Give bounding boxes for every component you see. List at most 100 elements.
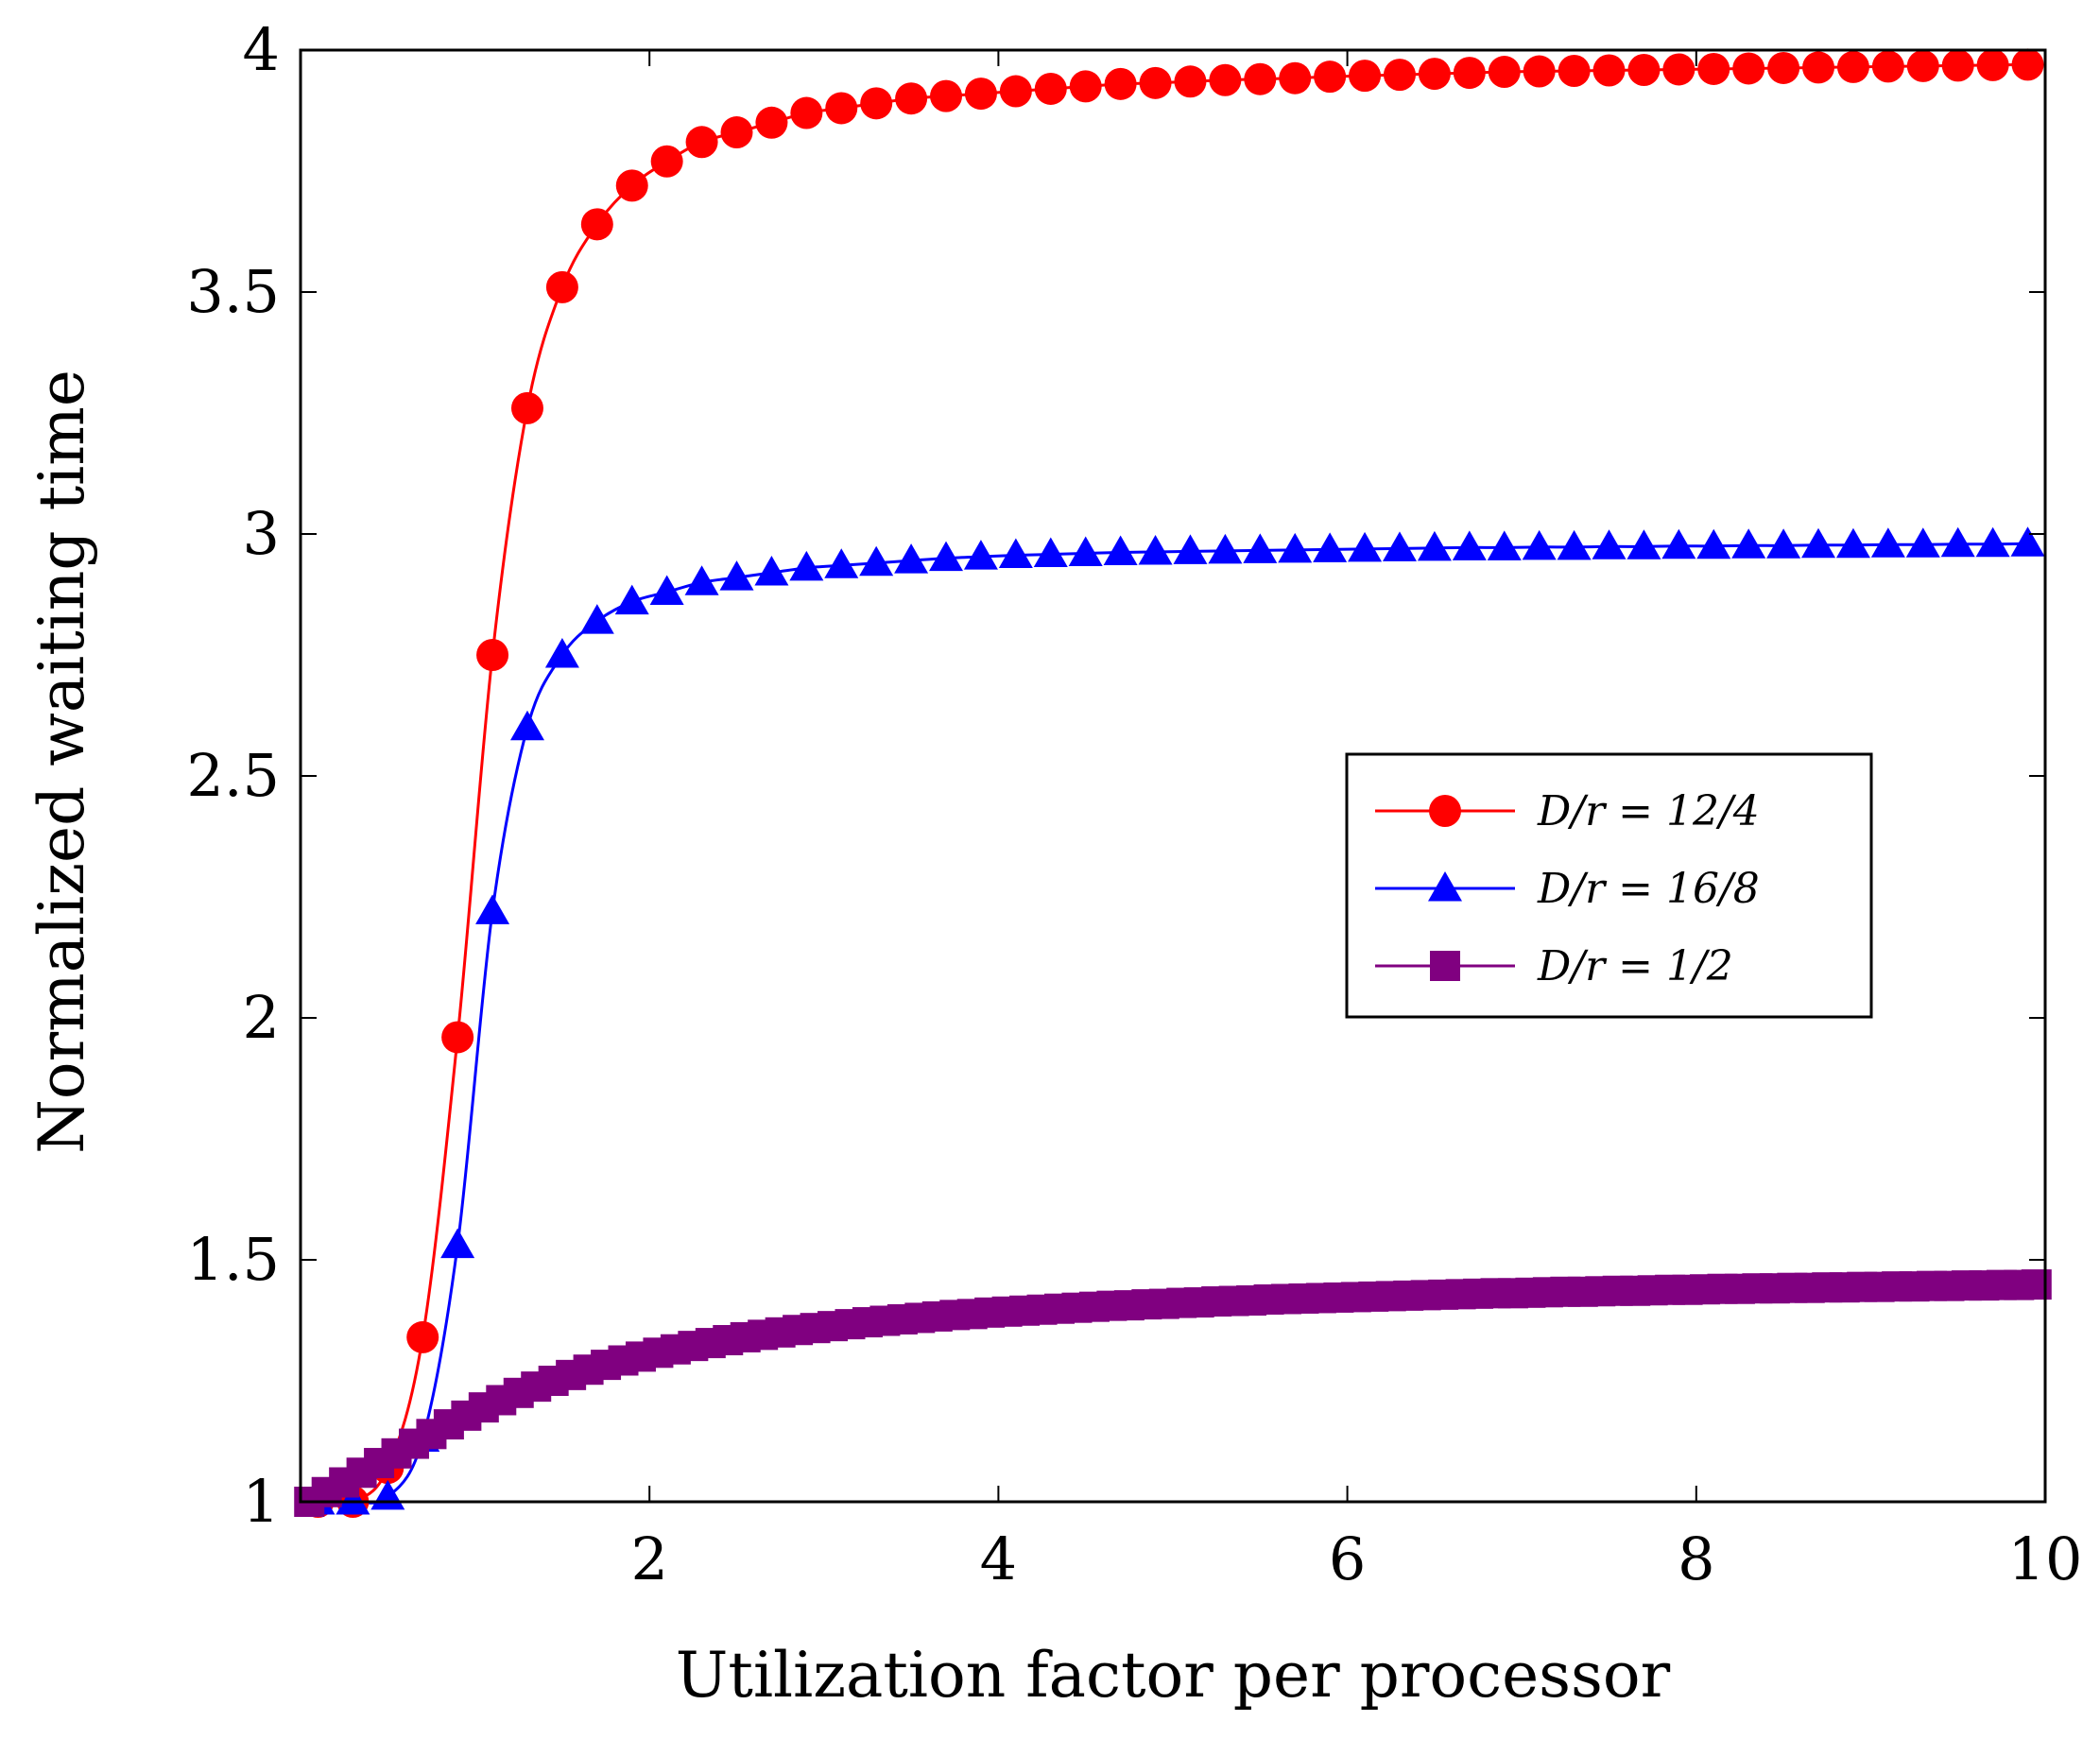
- series-2-point: [929, 541, 964, 572]
- series-1-point: [720, 116, 753, 149]
- legend-label-1: D/r = 12/4: [1537, 787, 1760, 835]
- legend-marker-1: [1429, 795, 1461, 827]
- y-tick-label: 1: [243, 1467, 280, 1536]
- series-2-point: [963, 540, 998, 570]
- series-2-point: [1243, 533, 1278, 563]
- series-1-point: [999, 75, 1032, 108]
- series-1-point: [1244, 62, 1277, 95]
- x-tick-label: 2: [630, 1524, 667, 1593]
- series-2-point: [894, 543, 929, 574]
- series-1-point: [1314, 60, 1347, 94]
- series-2-point: [1557, 529, 1592, 560]
- series-1-point: [1523, 55, 1556, 88]
- series-2-point: [1940, 526, 1975, 558]
- series-1-point: [1139, 66, 1172, 99]
- series-2-point: [614, 584, 649, 615]
- series-1-point: [930, 79, 963, 112]
- series-1-point: [650, 145, 683, 178]
- series-1-point: [1976, 48, 2009, 81]
- series-2-point: [1068, 536, 1103, 566]
- series-2-point: [824, 548, 859, 578]
- legend-marker-3: [1430, 951, 1460, 981]
- series-1-point: [545, 270, 578, 303]
- series-2-point: [1766, 528, 1801, 559]
- tick-labels: 2 4 6 8 10 1 1.5 2 2.5 3 3.5 4: [186, 15, 2082, 1593]
- series-2-point: [579, 604, 614, 634]
- series-1-point: [1558, 55, 1591, 88]
- series-1-point: [510, 391, 543, 424]
- series-2-point: [1382, 531, 1417, 561]
- series-1-point: [1941, 49, 1974, 82]
- series-2-point: [649, 575, 684, 605]
- series-2-point: [1801, 527, 1836, 559]
- y-tick-label: 2: [243, 983, 280, 1052]
- series-1-point: [476, 639, 509, 671]
- series-1-point: [1767, 51, 1800, 84]
- y-tick-label: 1.5: [186, 1225, 280, 1294]
- series-2-point: [1592, 529, 1627, 560]
- series-2-point: [1661, 528, 1696, 560]
- legend-label-2: D/r = 16/8: [1537, 865, 1760, 913]
- series-2-point: [1173, 534, 1208, 564]
- series-1-point: [580, 208, 613, 241]
- series-1-point: [2011, 48, 2044, 81]
- legend-label-3: D/r = 1/2: [1537, 942, 1733, 990]
- series-2-point: [1452, 530, 1487, 560]
- series-1-point: [1453, 57, 1486, 90]
- series-2-point: [1731, 528, 1766, 559]
- series-2-point: [1522, 529, 1557, 560]
- series-2-point: [1417, 530, 1452, 561]
- series-2-point: [1835, 527, 1870, 559]
- series-1-point: [964, 77, 997, 111]
- series-1-point: [1836, 50, 1869, 83]
- series-1-point: [1279, 61, 1312, 95]
- series-2-point: [1905, 527, 1940, 558]
- series-1-point: [755, 106, 788, 139]
- series-2-point: [1348, 531, 1383, 562]
- series-2-point: [1975, 526, 2010, 558]
- series-2-point: [1870, 527, 1905, 558]
- x-tick-label: 8: [1678, 1524, 1714, 1593]
- series-1-point: [1209, 63, 1242, 96]
- series-1-point: [1697, 52, 1730, 85]
- series-1-point: [406, 1320, 439, 1353]
- y-tick-label: 4: [243, 15, 280, 84]
- y-tick-label: 3.5: [186, 257, 280, 326]
- series-1-point: [1383, 59, 1416, 92]
- series-1-point: [615, 169, 648, 202]
- series-1-point: [1662, 53, 1695, 86]
- series-2-point: [336, 1485, 370, 1515]
- series-2-point: [684, 565, 719, 595]
- series-1-point: [1592, 54, 1626, 87]
- series-1-point: [1069, 70, 1102, 103]
- x-tick-label: 10: [2008, 1524, 2083, 1593]
- series-2-point: [1487, 530, 1522, 560]
- series-1-point: [1104, 67, 1137, 100]
- series-2-point: [440, 1228, 475, 1259]
- series-2-point: [998, 538, 1033, 569]
- series-1-point: [1906, 49, 1939, 82]
- series-2-point: [859, 545, 894, 577]
- series-2-point: [1696, 528, 1731, 560]
- series-1-point: [790, 96, 823, 129]
- series-1-point: [1732, 52, 1765, 85]
- series-1-point: [860, 87, 893, 120]
- series-3-point: [2021, 1269, 2052, 1300]
- series-1-point: [1871, 50, 1904, 83]
- series-2-point: [2010, 526, 2045, 557]
- series-1-point: [895, 82, 928, 115]
- series-1-point: [825, 92, 858, 125]
- series-2-point: [475, 894, 510, 924]
- plot-frame: [299, 48, 2047, 1504]
- series-1-point: [685, 126, 718, 159]
- series-2-point: [1627, 529, 1661, 560]
- series-2-point: [789, 550, 824, 581]
- x-tick-label: 4: [980, 1524, 1017, 1593]
- series-1-point: [1802, 51, 1835, 84]
- series-1-point: [1174, 65, 1207, 98]
- y-axis-title: Normalized waiting time: [26, 370, 98, 1154]
- series-2-point: [1208, 533, 1243, 564]
- y-tick-label: 2.5: [186, 741, 280, 810]
- series-1-point: [1034, 72, 1067, 105]
